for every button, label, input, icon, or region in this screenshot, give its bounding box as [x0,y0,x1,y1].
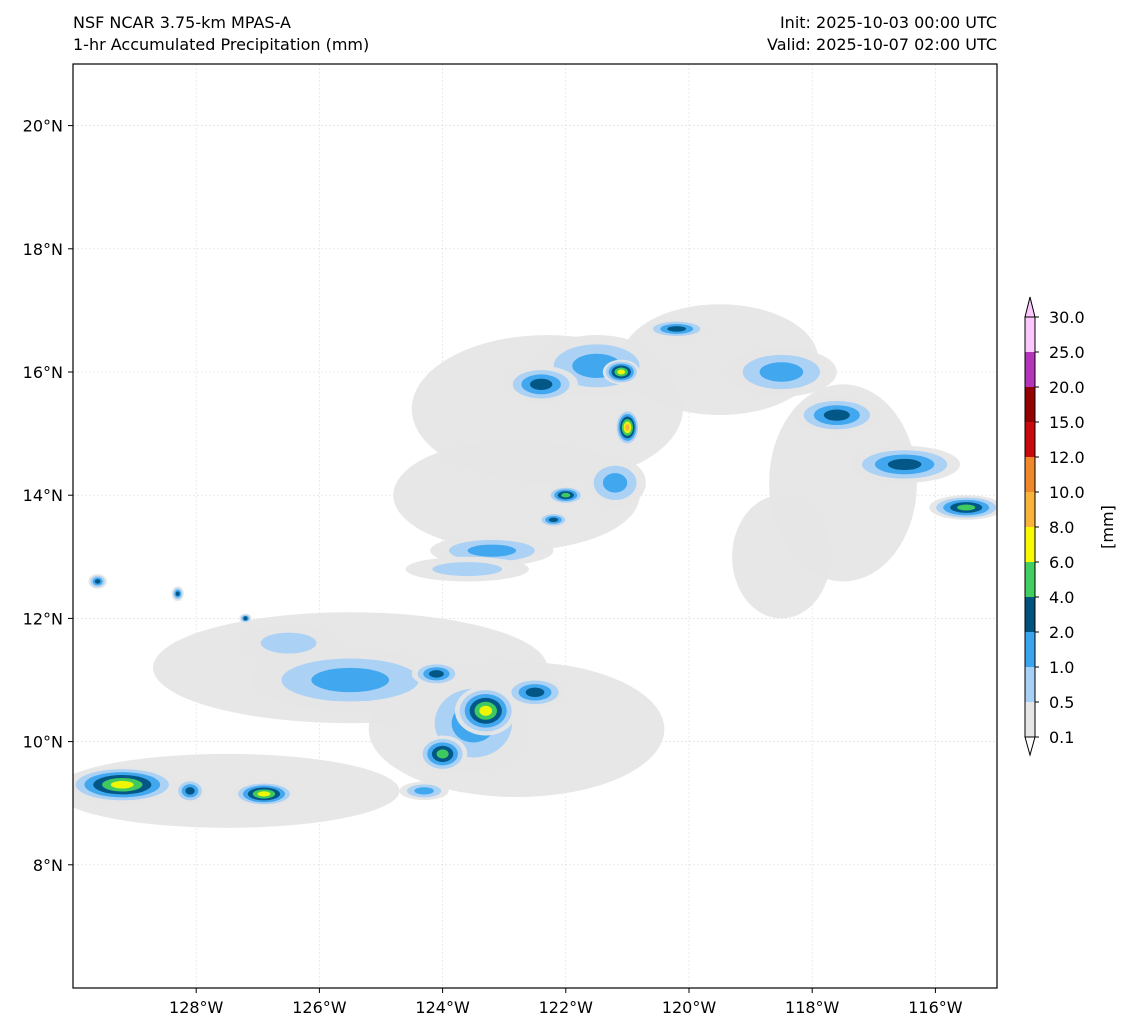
colorbar-label: 6.0 [1049,553,1074,572]
lat-tick-label: 12°N [23,609,63,628]
precip-contour [548,517,559,523]
precip-contour [617,369,626,375]
precip-contour [625,424,630,431]
model-title: NSF NCAR 3.75-km MPAS-A [73,13,291,32]
lon-tick-label: 128°W [169,998,224,1017]
colorbar-segment [1025,597,1035,632]
lon-tick-label: 118°W [785,998,840,1017]
precip-contour [432,562,503,577]
lon-tick-label: 124°W [415,998,470,1017]
precipitation-field [73,304,997,828]
precip-contour [175,591,180,596]
precip-contour [561,492,571,498]
precip-contour [602,473,628,493]
precip-contour [94,579,101,584]
title-left: NSF NCAR 3.75-km MPAS-A 1-hr Accumulated… [73,12,369,56]
precip-contour [759,362,804,382]
precip-contour [823,409,850,421]
colorbar-label: 12.0 [1049,448,1085,467]
valid-time: Valid: 2025-10-07 02:00 UTC [766,35,997,54]
precip-contour [185,787,195,795]
precip-contour [529,378,553,390]
precip-contour [243,616,248,621]
colorbar-label: 0.1 [1049,728,1074,747]
colorbar-segment [1025,562,1035,597]
colorbar-segment [1025,667,1035,702]
colorbar-label: 0.5 [1049,693,1074,712]
colorbar-label: 25.0 [1049,343,1085,362]
precip-contour [393,439,640,551]
lon-tick-label: 126°W [292,998,347,1017]
colorbar-segment [1025,317,1035,352]
colorbar-label: 30.0 [1049,308,1085,327]
lat-tick-label: 8°N [33,856,63,875]
colorbar-label: 15.0 [1049,413,1085,432]
lat-tick-label: 18°N [23,240,63,259]
colorbar-segment [1025,387,1035,422]
colorbar-segment [1025,492,1035,527]
precip-contour [957,504,976,511]
lat-tick-label: 14°N [23,486,63,505]
field-title: 1-hr Accumulated Precipitation (mm) [73,35,370,54]
precip-contour [467,544,517,557]
init-time: Init: 2025-10-03 00:00 UTC [779,13,997,32]
colorbar: 0.1 0.5 1.0 2.0 4.0 6.0 8.0 10.0 12.0 15.0 20.0 25.… [1024,296,1117,757]
colorbar-segment [1025,632,1035,667]
precip-contour [887,458,922,470]
colorbar-label: 8.0 [1049,518,1074,537]
colorbar-label: 20.0 [1049,378,1085,397]
lon-tick-label: 122°W [539,998,594,1017]
lat-tick-label: 20°N [23,117,63,136]
colorbar-extend-max [1024,296,1036,318]
map-frame [72,63,998,989]
lat-tick-label: 16°N [23,363,63,382]
colorbar-label: 2.0 [1049,623,1074,642]
colorbar-label: 1.0 [1049,658,1074,677]
precip-contour [436,749,449,759]
gridlines [73,64,997,988]
longitude-axis: 128°W 126°W 124°W 122°W 120°W 118°W 116°W [169,988,963,1017]
precip-contour [257,791,271,797]
colorbar-segment [1025,457,1035,492]
precip-contour [479,705,493,716]
colorbar-label: 4.0 [1049,588,1074,607]
precip-contour [110,780,134,789]
precip-contour [732,495,831,619]
colorbar-segment [1025,352,1035,387]
precip-contour [311,667,390,693]
precip-contour [428,670,444,678]
precip-contour [260,632,317,654]
colorbar-extend-min [1024,736,1036,757]
latitude-axis: 20°N 18°N 16°N 14°N 12°N 10°N 8°N [23,117,73,875]
precip-contour [667,326,686,332]
colorbar-label: 10.0 [1049,483,1085,502]
colorbar-segment [1025,702,1035,737]
lon-tick-label: 116°W [908,998,963,1017]
colorbar-segment [1025,527,1035,562]
lon-tick-label: 120°W [662,998,717,1017]
lat-tick-label: 10°N [23,733,63,752]
colorbar-segment [1025,422,1035,457]
precip-contour [525,687,545,697]
title-right: Init: 2025-10-03 00:00 UTC Valid: 2025-1… [767,12,997,56]
colorbar-unit-label: [mm] [1098,505,1117,549]
precip-contour [414,787,434,795]
